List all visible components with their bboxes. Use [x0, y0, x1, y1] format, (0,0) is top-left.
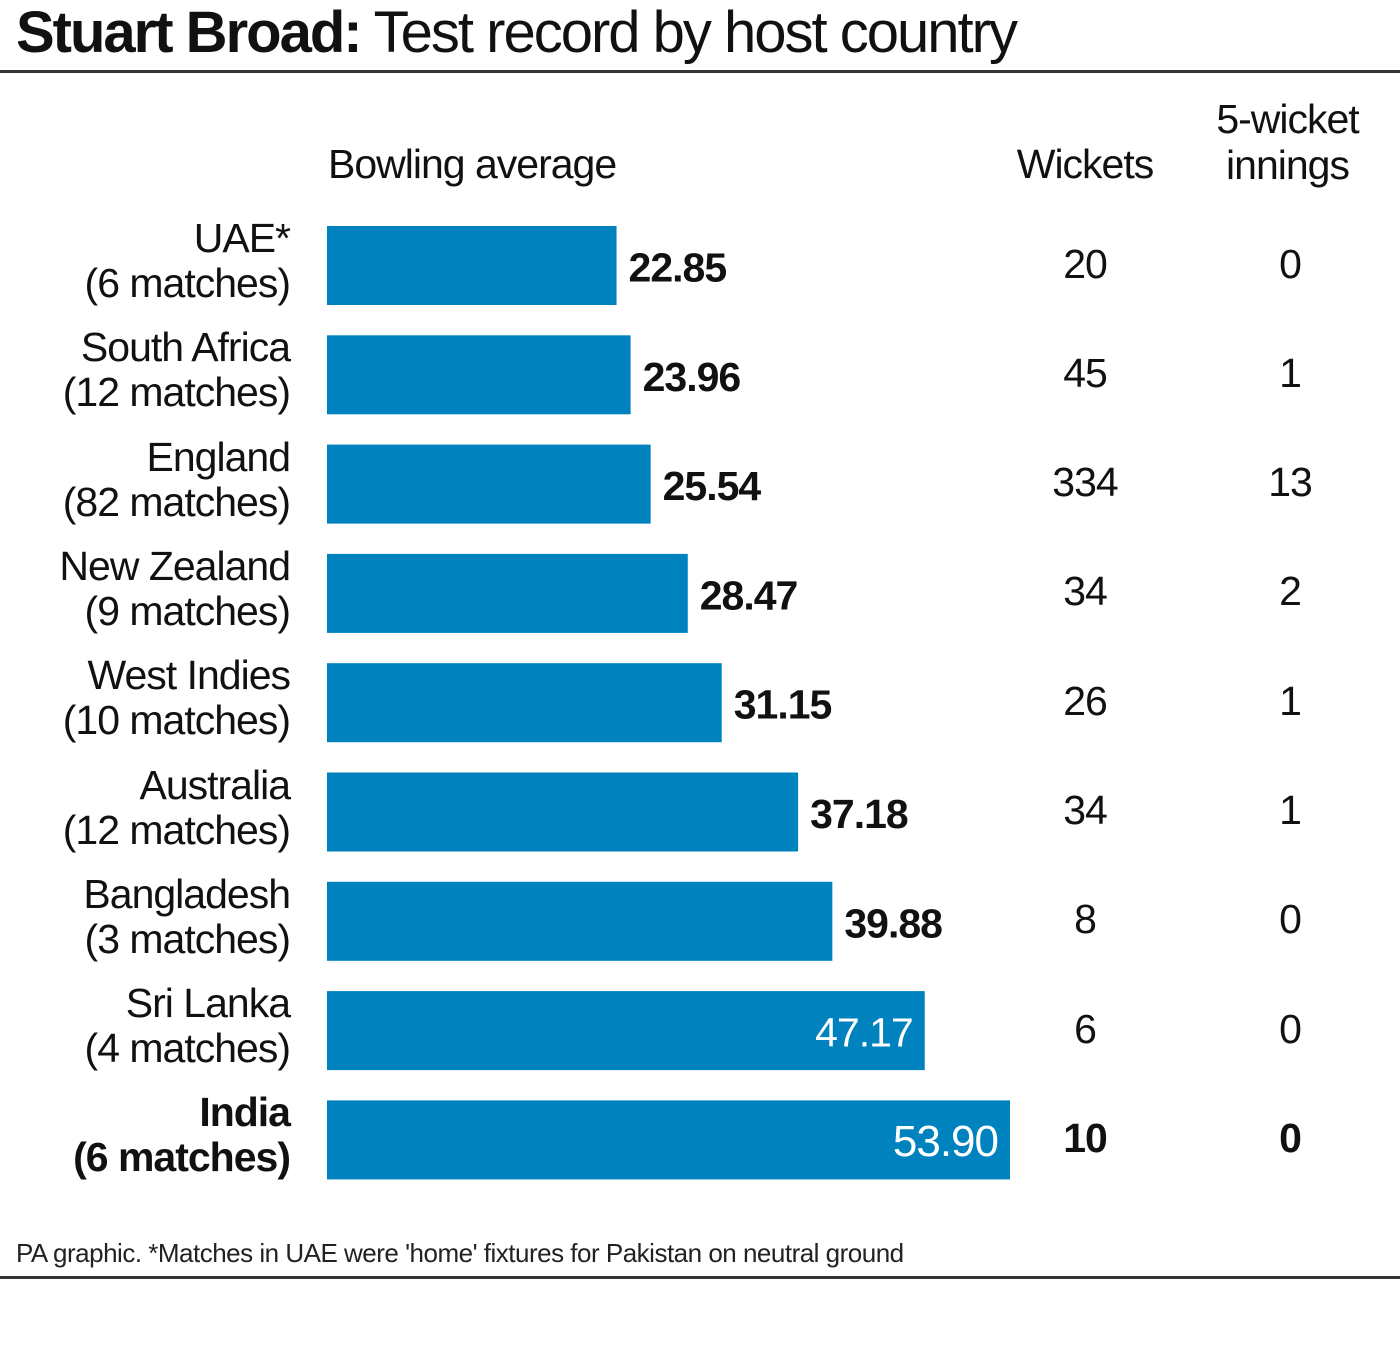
country-name: New Zealand [59, 542, 291, 589]
wickets-value: 334 [1052, 459, 1118, 506]
header-wickets: Wickets [1016, 141, 1155, 187]
bar-value-label: 47.17 [815, 1010, 913, 1056]
country-name: England [146, 433, 291, 480]
bar-value-label: 37.18 [810, 791, 908, 837]
row-label: New Zealand (9 matches) [0, 542, 291, 634]
wickets-value: 34 [1063, 787, 1108, 833]
match-count: (82 matches) [62, 478, 291, 525]
five-wicket-value: 1 [1279, 787, 1302, 833]
top-divider [0, 70, 1400, 73]
bar-value-label: 22.85 [629, 245, 727, 291]
five-wicket-value: 1 [1279, 677, 1302, 724]
country-name: India [199, 1089, 291, 1136]
wickets-value: 45 [1063, 349, 1108, 396]
five-wicket-value: 0 [1279, 896, 1302, 943]
row-label: UAE* (6 matches) [0, 215, 291, 306]
footnote: PA graphic. *Matches in UAE were 'home' … [16, 1238, 904, 1268]
country-name: UAE* [193, 215, 291, 261]
bar-value-label: 39.88 [844, 900, 942, 946]
match-count: (6 matches) [84, 260, 291, 306]
wickets-value: 34 [1063, 568, 1108, 615]
bar-1 [327, 335, 631, 415]
match-count: (6 matches) [73, 1134, 291, 1181]
header-five-wicket-innings: 5-wicket innings [1190, 96, 1385, 188]
bar-4 [327, 663, 722, 743]
bar-value-label: 31.15 [734, 682, 832, 728]
row-label: Bangladesh (3 matches) [0, 870, 291, 962]
country-name: Sri Lanka [125, 980, 291, 1027]
five-wicket-value: 13 [1268, 459, 1313, 506]
five-wicket-value: 1 [1279, 349, 1302, 396]
bar-6 [327, 881, 833, 961]
match-count: (12 matches) [62, 806, 291, 853]
chart-title: Stuart Broad: Test record by host countr… [16, 0, 1018, 70]
match-count: (12 matches) [62, 369, 291, 416]
bar-8 [327, 1100, 1010, 1180]
five-wicket-value: 2 [1279, 568, 1302, 615]
header-bowling-average: Bowling average [328, 141, 617, 187]
country-name: South Africa [80, 324, 291, 371]
row-label: Australia (12 matches) [0, 761, 291, 853]
row-label: India (6 matches) [0, 1089, 291, 1181]
wickets-value: 8 [1074, 896, 1097, 943]
row-label: England (82 matches) [0, 433, 291, 525]
country-name: West Indies [87, 652, 291, 699]
five-wicket-value: 0 [1279, 240, 1302, 287]
bar-0 [327, 226, 617, 305]
bar-value-label: 23.96 [643, 354, 741, 400]
country-name: Australia [139, 761, 291, 808]
bottom-divider [0, 1276, 1400, 1279]
country-name: Bangladesh [83, 870, 291, 917]
wickets-value: 6 [1074, 1005, 1097, 1052]
bar-7 [327, 991, 925, 1071]
wickets-value: 20 [1063, 240, 1108, 287]
chart-title-rest: Test record by host country [360, 0, 1018, 65]
row-label: West Indies (10 matches) [0, 652, 291, 744]
bar-3 [327, 553, 688, 633]
match-count: (10 matches) [62, 697, 291, 744]
bar-value-label: 25.54 [663, 463, 762, 509]
chart-title-bold: Stuart Broad: [16, 0, 363, 65]
bar-2 [327, 444, 651, 524]
header-five-line1: 5-wicket [1216, 96, 1359, 142]
match-count: (3 matches) [84, 915, 291, 962]
five-wicket-value: 0 [1279, 1114, 1302, 1161]
five-wicket-value: 0 [1279, 1005, 1302, 1052]
wickets-value: 26 [1063, 677, 1108, 724]
wickets-value: 10 [1063, 1114, 1108, 1161]
match-count: (9 matches) [84, 587, 291, 634]
bar-value-label: 28.47 [700, 572, 798, 618]
row-label: South Africa (12 matches) [0, 324, 291, 416]
header-five-line2: innings [1226, 142, 1350, 188]
bar-value-label: 53.90 [893, 1117, 998, 1166]
bar-5 [327, 772, 799, 852]
match-count: (4 matches) [84, 1025, 291, 1072]
row-label: Sri Lanka (4 matches) [0, 980, 291, 1072]
